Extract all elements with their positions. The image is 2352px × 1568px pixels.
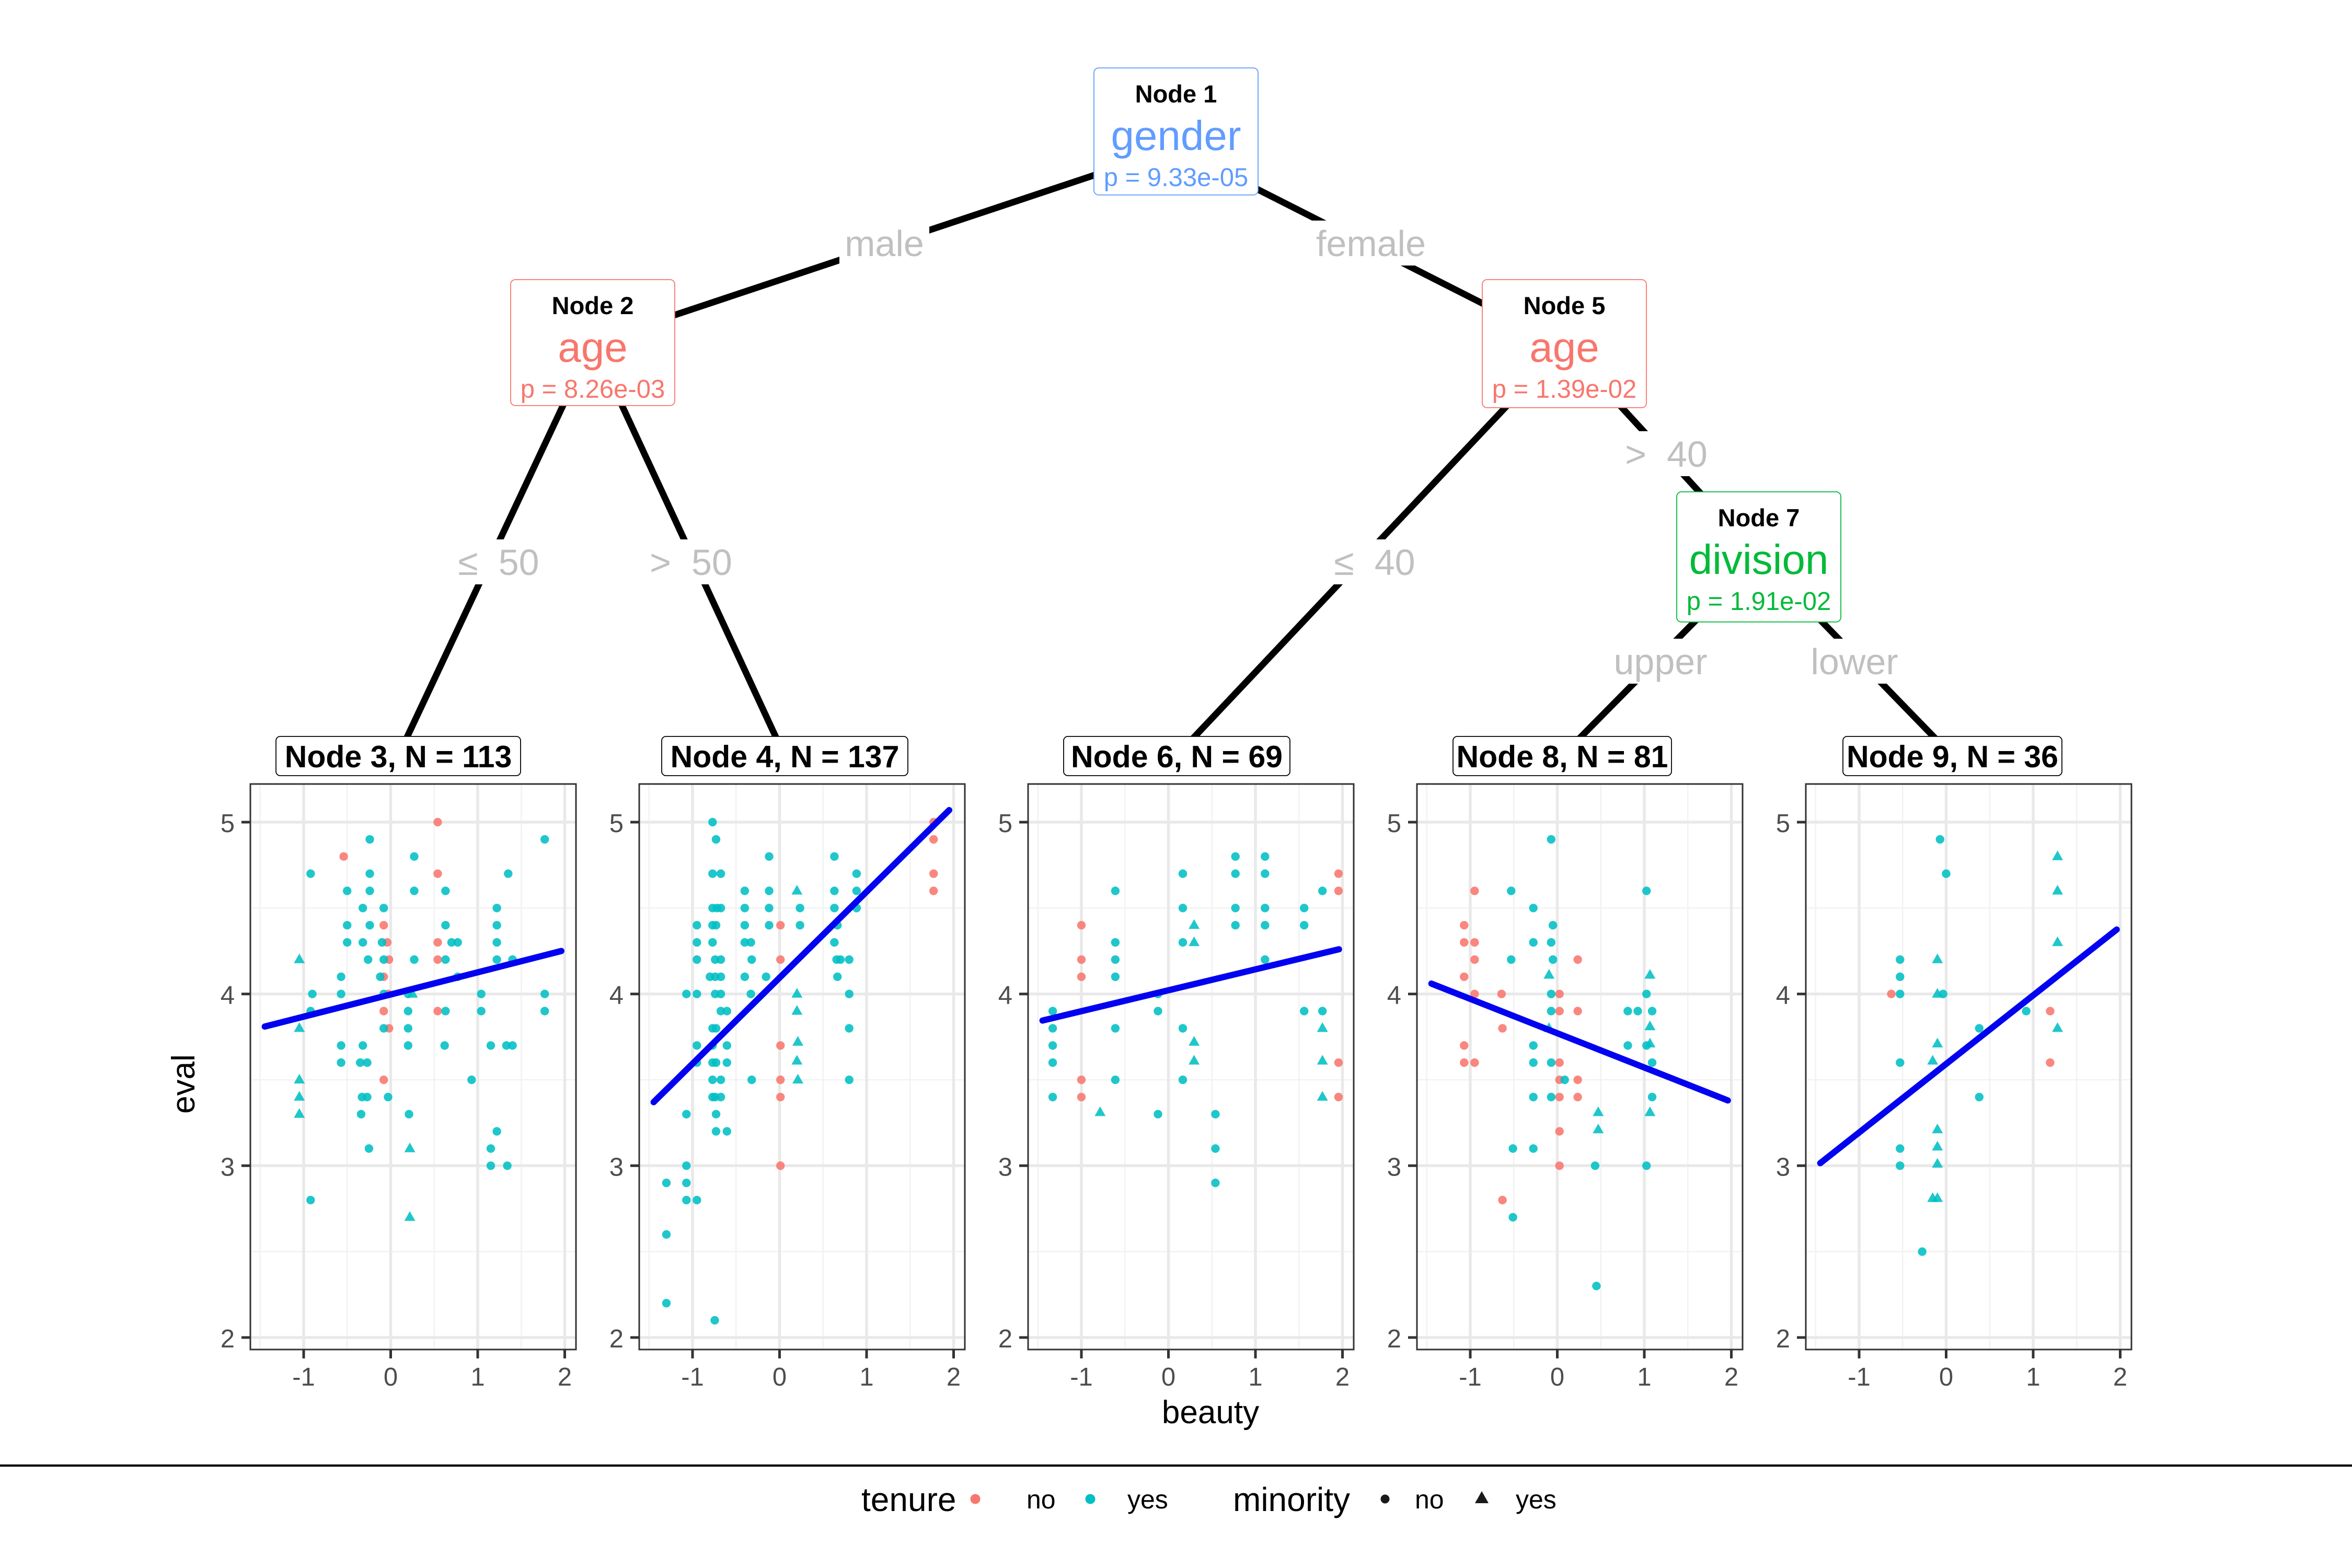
svg-text:no: no — [1415, 1485, 1444, 1514]
svg-text:3: 3 — [1776, 1153, 1790, 1181]
svg-text:-1: -1 — [1070, 1363, 1093, 1391]
svg-text:beauty: beauty — [1162, 1394, 1259, 1431]
svg-text:5: 5 — [609, 810, 624, 838]
svg-text:5: 5 — [1776, 810, 1790, 838]
svg-text:-1: -1 — [1848, 1363, 1871, 1391]
svg-text:1: 1 — [1248, 1363, 1262, 1391]
svg-text:1: 1 — [1637, 1363, 1651, 1391]
svg-text:0: 0 — [773, 1363, 787, 1391]
svg-text:2: 2 — [1776, 1325, 1790, 1353]
svg-text:0: 0 — [384, 1363, 398, 1391]
svg-text:2: 2 — [2113, 1363, 2127, 1391]
svg-text:-1: -1 — [1459, 1363, 1482, 1391]
svg-text:gender: gender — [1111, 112, 1241, 159]
svg-text:2: 2 — [1724, 1363, 1738, 1391]
svg-text:3: 3 — [1387, 1153, 1401, 1181]
svg-text:0: 0 — [1161, 1363, 1175, 1391]
svg-text:yes: yes — [1516, 1485, 1557, 1514]
svg-text:p = 8.26e-03: p = 8.26e-03 — [521, 375, 665, 403]
svg-text:> 40: > 40 — [1625, 434, 1708, 475]
svg-text:3: 3 — [221, 1153, 235, 1181]
svg-text:≤ 40: ≤ 40 — [1334, 542, 1415, 583]
svg-text:5: 5 — [221, 810, 235, 838]
svg-text:yes: yes — [1127, 1485, 1168, 1514]
svg-text:4: 4 — [1387, 982, 1401, 1010]
svg-text:Node 4, N = 137: Node 4, N = 137 — [671, 740, 900, 774]
svg-text:minority: minority — [1233, 1481, 1350, 1518]
svg-text:Node 2: Node 2 — [552, 292, 634, 319]
svg-text:2: 2 — [998, 1325, 1012, 1353]
svg-text:Node 1: Node 1 — [1135, 80, 1217, 108]
svg-text:4: 4 — [221, 982, 235, 1010]
svg-text:2: 2 — [558, 1363, 572, 1391]
svg-text:Node 9, N = 36: Node 9, N = 36 — [1847, 740, 2058, 774]
svg-text:p = 1.39e-02: p = 1.39e-02 — [1492, 375, 1637, 403]
svg-text:female: female — [1316, 223, 1426, 264]
svg-text:eval: eval — [166, 1054, 202, 1114]
svg-text:upper: upper — [1613, 641, 1707, 682]
svg-text:2: 2 — [1387, 1325, 1401, 1353]
svg-text:-1: -1 — [292, 1363, 315, 1391]
svg-text:age: age — [558, 324, 627, 371]
svg-text:p = 1.91e-02: p = 1.91e-02 — [1687, 587, 1831, 616]
svg-text:2: 2 — [947, 1363, 961, 1391]
svg-text:Node 6, N = 69: Node 6, N = 69 — [1071, 740, 1283, 774]
svg-text:4: 4 — [1776, 982, 1790, 1010]
svg-text:4: 4 — [609, 982, 624, 1010]
svg-text:p = 9.33e-05: p = 9.33e-05 — [1104, 164, 1249, 192]
svg-text:0: 0 — [1550, 1363, 1564, 1391]
svg-text:tenure: tenure — [861, 1481, 956, 1518]
svg-text:2: 2 — [221, 1325, 235, 1353]
svg-text:division: division — [1689, 536, 1829, 583]
svg-text:age: age — [1529, 324, 1599, 371]
svg-text:2: 2 — [1335, 1363, 1350, 1391]
svg-text:no: no — [1027, 1485, 1056, 1514]
svg-text:5: 5 — [998, 810, 1012, 838]
svg-text:2: 2 — [609, 1325, 624, 1353]
svg-text:Node 3, N = 113: Node 3, N = 113 — [285, 740, 512, 774]
svg-text:lower: lower — [1811, 641, 1898, 682]
svg-text:-1: -1 — [681, 1363, 704, 1391]
svg-text:1: 1 — [859, 1363, 873, 1391]
svg-text:≤ 50: ≤ 50 — [458, 542, 539, 583]
svg-text:0: 0 — [1939, 1363, 1953, 1391]
svg-text:3: 3 — [998, 1153, 1012, 1181]
svg-text:1: 1 — [470, 1363, 485, 1391]
svg-text:1: 1 — [2026, 1363, 2040, 1391]
svg-text:> 50: > 50 — [650, 542, 732, 583]
svg-text:Node 7: Node 7 — [1718, 504, 1800, 532]
svg-text:Node 5: Node 5 — [1524, 292, 1606, 319]
svg-text:3: 3 — [609, 1153, 624, 1181]
svg-text:5: 5 — [1387, 810, 1401, 838]
svg-text:4: 4 — [998, 982, 1012, 1010]
svg-text:Node 8, N = 81: Node 8, N = 81 — [1457, 740, 1668, 774]
svg-text:male: male — [845, 223, 924, 264]
